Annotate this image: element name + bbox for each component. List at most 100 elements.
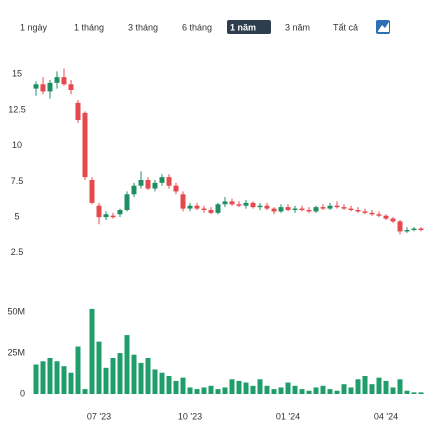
candle-body (40, 84, 46, 92)
candle-body (166, 177, 172, 186)
volume-bar (411, 392, 417, 394)
volume-bar (47, 358, 53, 394)
candle-body (54, 77, 60, 83)
button-label: 6 tháng (182, 22, 212, 32)
candle-body (152, 182, 158, 189)
volume-bar (215, 389, 221, 394)
y-tick-label: 25M (7, 347, 25, 357)
volume-bar (145, 358, 151, 394)
volume-bar (117, 353, 123, 394)
candle-body (334, 205, 340, 208)
volume-bar (264, 385, 270, 394)
candle-body (124, 194, 130, 210)
y-tick-label: 5 (14, 212, 19, 222)
volume-bar (397, 379, 403, 394)
range-button[interactable]: 3 tháng (128, 22, 158, 32)
chart-icon[interactable] (376, 20, 390, 34)
candle-body (159, 177, 165, 183)
candle-body (397, 221, 403, 232)
button-bg (227, 20, 271, 34)
volume-bar (194, 389, 200, 394)
range-button[interactable]: 1 năm (227, 20, 271, 34)
volume-bar (131, 354, 137, 394)
candle-body (61, 77, 67, 85)
candle-body (229, 201, 235, 205)
candle-body (271, 208, 277, 212)
volume-bar (383, 380, 389, 394)
candle-body (285, 207, 291, 210)
volume-bar (292, 385, 298, 394)
volume-bar (82, 389, 88, 394)
button-label: 1 tháng (74, 22, 104, 32)
y-tick-label: 2.5 (11, 247, 24, 257)
candle-body (355, 210, 361, 212)
range-button[interactable]: 1 ngày (20, 22, 48, 32)
button-label: 1 ngày (20, 22, 48, 32)
y-tick-label: 0 (20, 388, 25, 398)
candle-body (418, 228, 424, 230)
candle-body (89, 180, 95, 203)
range-button[interactable]: 3 năm (285, 22, 310, 32)
candle-body (75, 102, 81, 120)
volume-bar (390, 387, 396, 394)
x-tick-label: 04 '24 (374, 411, 398, 421)
volume-bar (355, 379, 361, 394)
volume-bar (285, 382, 291, 394)
volume-bar (320, 385, 326, 394)
candle-body (369, 212, 375, 215)
volume-bar (173, 380, 179, 394)
candle-body (68, 84, 74, 90)
volume-bar (362, 376, 368, 394)
volume-bar (341, 384, 347, 394)
volume-bar (159, 372, 165, 394)
volume-bar (201, 387, 207, 394)
volume-bar (376, 377, 382, 394)
range-button[interactable]: 6 tháng (182, 22, 212, 32)
volume-bar (299, 389, 305, 394)
candle-body (236, 204, 242, 206)
volume-bar (313, 387, 319, 394)
range-buttons: 1 ngày 1 tháng 3 tháng 6 tháng 1 năm 3 năm Tất… (20, 20, 358, 34)
button-label: 3 năm (285, 22, 310, 32)
volume-bar (306, 390, 312, 394)
candle-body (110, 215, 116, 218)
candle-body (33, 84, 39, 89)
volume-bar (103, 367, 109, 394)
candle-body (47, 82, 53, 92)
candle-body (243, 202, 249, 206)
volume-bar (369, 384, 375, 394)
volume-bar (257, 379, 263, 394)
x-tick-label: 01 '24 (276, 411, 300, 421)
volume-bar (348, 387, 354, 394)
volume-bar (61, 366, 67, 394)
y-tick-label: 12.5 (8, 104, 26, 114)
volume-bar (40, 361, 46, 394)
candle-body (138, 180, 144, 186)
candle-body (278, 207, 284, 212)
volume-bar (327, 389, 333, 394)
candle-body (117, 210, 123, 215)
candle-body (180, 194, 186, 209)
button-label: 3 tháng (128, 22, 158, 32)
candle-body (208, 210, 214, 213)
volume-bar (222, 387, 228, 394)
button-label: 1 năm (230, 22, 256, 32)
volume-bar (89, 308, 95, 394)
candle-body (201, 208, 207, 210)
candle-body (187, 205, 193, 209)
candle-body (299, 208, 305, 210)
volume-bar (271, 389, 277, 394)
volume-bar (75, 346, 81, 394)
candle-body (292, 208, 298, 210)
volume-bar (334, 390, 340, 394)
volume-bar (278, 387, 284, 394)
range-button[interactable]: 1 tháng (74, 22, 104, 32)
volume-bar (236, 380, 242, 394)
range-button[interactable]: Tất cả (333, 22, 358, 32)
candle-body (404, 230, 410, 232)
candle-body (145, 180, 151, 189)
candle-body (362, 211, 368, 213)
y-tick-label: 7.5 (11, 176, 24, 186)
volume-bar (68, 372, 74, 394)
